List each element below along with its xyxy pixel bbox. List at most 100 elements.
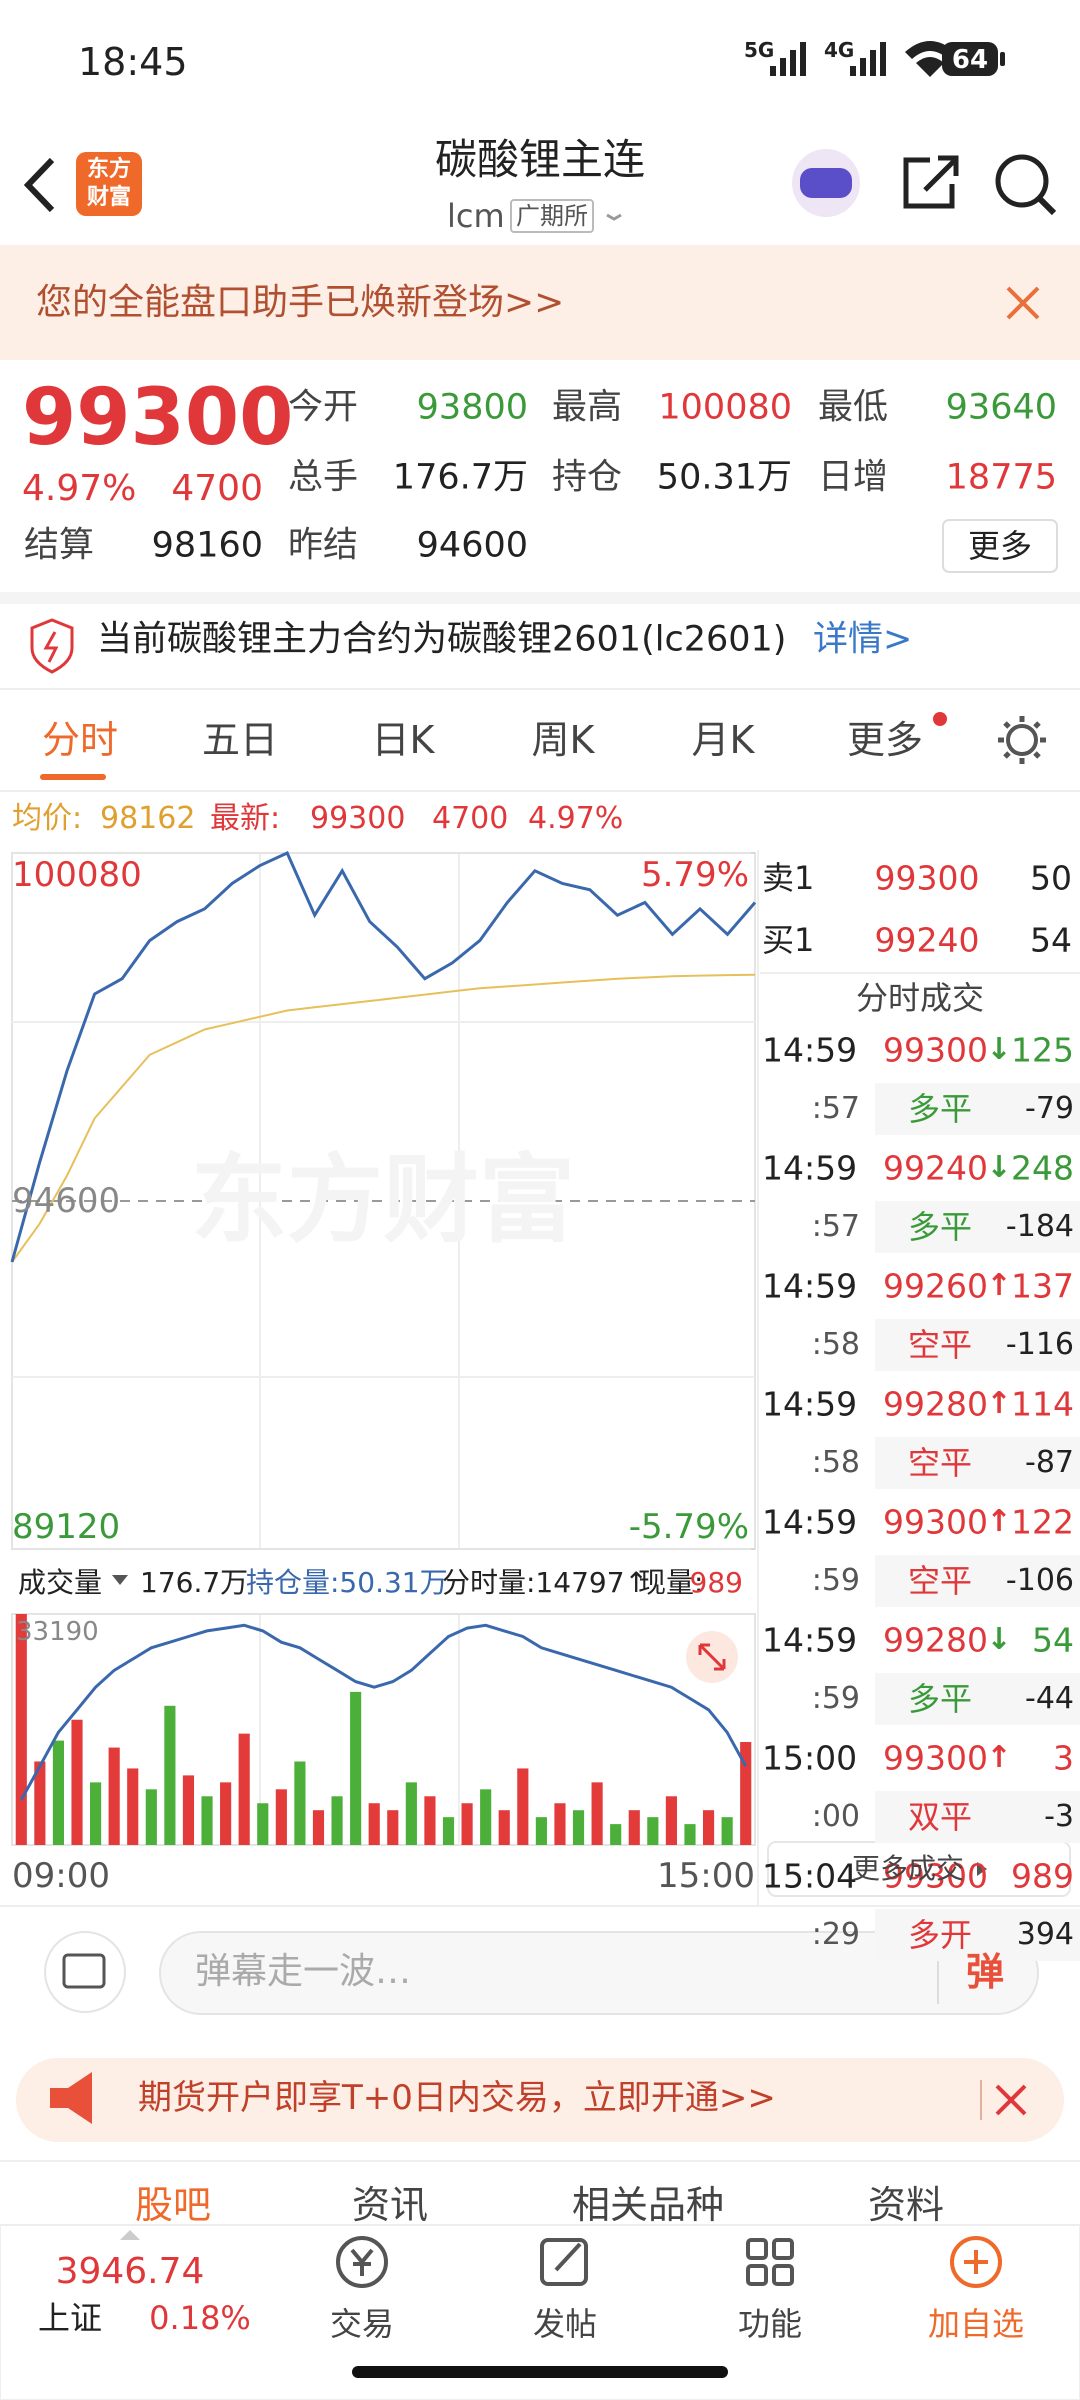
close-icon[interactable] (1006, 286, 1040, 320)
trade-volume: 3 (1053, 1738, 1074, 1778)
ad-close[interactable] (995, 2084, 1027, 2116)
tab-underline (40, 774, 106, 780)
y2-tick-label: 5.79% (640, 855, 749, 895)
field-value: 176.7万 (392, 457, 528, 498)
x-tick-label: 09:00 (12, 1856, 110, 1896)
field-value: 100080 (658, 387, 792, 428)
chart-tab[interactable]: 月K (691, 718, 755, 762)
volume-bar (665, 1796, 677, 1845)
field-value: 98160 (151, 525, 263, 566)
volume-bar (108, 1747, 120, 1845)
ad-text[interactable]: 期货开户即享T+0日内交易，立即开通>> (138, 2078, 776, 2118)
trade-sub-bg (875, 1909, 1080, 1961)
trade-seconds: :29 (811, 1917, 860, 1952)
trade-time: 15:04 (762, 1856, 858, 1896)
nav-item[interactable]: 功能 (737, 2305, 803, 2343)
chart-tab[interactable]: 分时 (41, 718, 119, 762)
comment-icon[interactable] (44, 1931, 126, 2013)
banner-bg (0, 245, 1080, 360)
index-value[interactable]: 3946.74 (55, 2251, 205, 2292)
chart-tab[interactable]: 日K (371, 718, 435, 762)
chart-info: 4700 (432, 801, 509, 836)
volume-bar (220, 1782, 232, 1845)
banner-text[interactable]: 您的全能盘口助手已焕新登场>> (36, 282, 565, 323)
volume-bar (15, 1614, 27, 1845)
nav-item[interactable]: 发帖 (532, 2305, 598, 2343)
volume-bar (257, 1803, 269, 1845)
book-volume: 50 (1030, 858, 1072, 898)
volume-bar (127, 1768, 139, 1845)
chart-info: 4.97% (528, 801, 624, 836)
volume-bar (405, 1782, 417, 1845)
nav-item[interactable]: 交易 (329, 2305, 395, 2343)
volume-bar (461, 1803, 473, 1845)
chart-tab[interactable]: 五日 (201, 718, 279, 762)
trade-oi: -116 (1005, 1327, 1074, 1362)
comment-placeholder[interactable]: 弹幕走一波… (195, 1951, 412, 1992)
section-tab[interactable]: 资讯 (351, 2183, 429, 2227)
share-icon[interactable] (903, 155, 959, 209)
field-label: 总手 (288, 457, 359, 498)
y-tick-label: 33190 (16, 1617, 99, 1647)
back-icon[interactable] (23, 157, 55, 213)
more-trades[interactable]: 更多成交 (851, 1852, 965, 1885)
index-name: 上证 (37, 2299, 103, 2337)
volume-bar (610, 1824, 622, 1845)
last-price: 99300 (22, 373, 294, 463)
section-tab[interactable]: 资料 (867, 2183, 945, 2227)
more-button[interactable]: 更多 (967, 527, 1033, 565)
tick-volume: 分时量:14797↑ (442, 1566, 648, 1599)
volume-selector[interactable]: 成交量 (18, 1566, 103, 1599)
current-volume-label: 现量: (638, 1566, 704, 1599)
volume-bar (554, 1803, 566, 1845)
trade-oi: -3 (1044, 1799, 1074, 1834)
dropdown (606, 213, 622, 221)
danmaku-button[interactable]: 弹 (965, 1950, 1005, 1994)
volume-bar (275, 1789, 287, 1845)
trade-type: 多开 (907, 1916, 973, 1954)
nav-item[interactable]: 加自选 (927, 2305, 1025, 2343)
volume-bar (424, 1796, 436, 1845)
field-label: 昨结 (288, 525, 359, 566)
exchange: 广期所 (510, 199, 594, 233)
book-price: 99300 (874, 858, 980, 898)
trade-volume: 54 (1032, 1620, 1074, 1660)
home-indicator (352, 2366, 728, 2378)
trade-time: 15:00 (762, 1738, 858, 1778)
trade-direction: ↓ (986, 1150, 1012, 1185)
change: 4700 (171, 468, 263, 509)
section-tab[interactable]: 股吧 (134, 2183, 212, 2227)
watermark: 东方财富 (191, 1144, 575, 1256)
volume-bar (145, 1789, 157, 1845)
volume-bar (182, 1775, 195, 1845)
trade-sub-bg (875, 1319, 1080, 1371)
trade-type: 空平 (907, 1562, 973, 1600)
trade-price: 99300 (883, 1030, 988, 1070)
volume-bar (740, 1742, 752, 1845)
trade-seconds: :58 (811, 1445, 860, 1480)
trade-time: 14:59 (762, 1148, 858, 1188)
search-icon[interactable] (995, 154, 1049, 208)
volume-bar (238, 1733, 250, 1845)
shield-icon (30, 618, 74, 674)
trade-direction: ↑ (986, 1268, 1012, 1303)
comment-input[interactable] (159, 1931, 1039, 2015)
ad-bg[interactable] (16, 2058, 1064, 2142)
notice-text: 当前碳酸锂主力合约为碳酸锂2601(lc2601) (97, 619, 787, 660)
trade-oi: 394 (1016, 1917, 1074, 1952)
notice-link[interactable]: 详情> (813, 619, 913, 660)
trade-type: 空平 (907, 1444, 973, 1482)
volume-bar (331, 1796, 343, 1845)
trade-seconds: :59 (811, 1681, 860, 1716)
volume-bar (572, 1810, 585, 1845)
more-button-bg[interactable] (942, 519, 1058, 573)
field-label: 日增 (818, 457, 889, 498)
field-label: 最低 (818, 387, 889, 428)
chart-tab[interactable]: 更多 (846, 718, 924, 762)
settings-icon[interactable] (1006, 724, 1038, 756)
chart-tab[interactable]: 周K (531, 718, 595, 762)
volume-bar (702, 1810, 715, 1845)
trade-price: 99300 (883, 1856, 988, 1896)
section-tab[interactable]: 相关品种 (571, 2183, 725, 2227)
